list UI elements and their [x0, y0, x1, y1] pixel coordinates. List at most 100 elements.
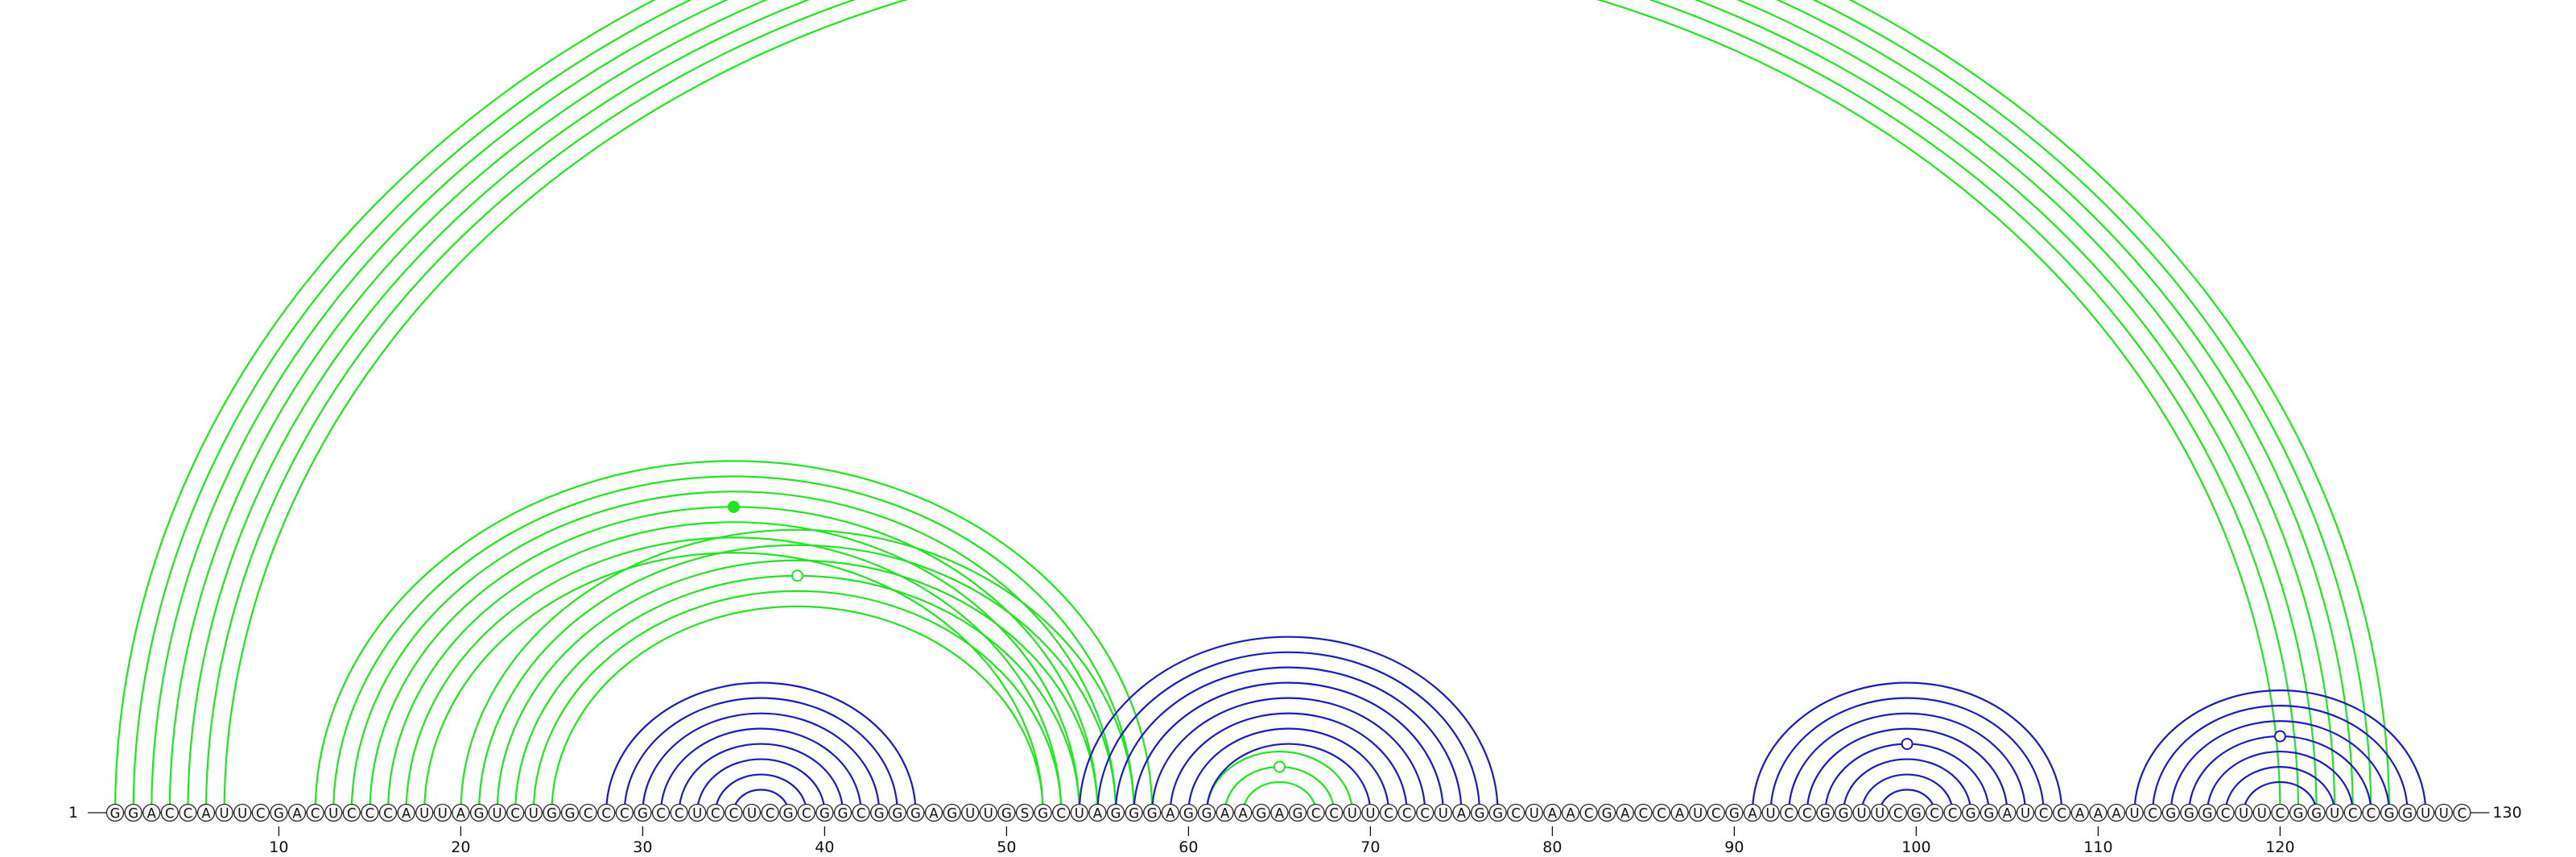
nucleotide-circle — [1962, 803, 1980, 822]
nucleotide-circle — [270, 803, 288, 822]
nucleotide-letter: A — [402, 806, 411, 822]
nucleotide: G — [560, 803, 580, 822]
helix-marker — [1273, 760, 1286, 773]
nucleotide-letter: U — [328, 806, 338, 822]
nucleotide-letter: A — [929, 806, 939, 822]
nucleotide-circle — [615, 803, 634, 822]
nucleotide-letter: U — [1857, 806, 1867, 822]
base-pair-arc — [1096, 651, 1481, 814]
nucleotide: G — [1488, 803, 1507, 822]
nucleotide-letter: U — [2421, 806, 2430, 822]
nucleotide-circle — [2307, 803, 2326, 822]
nucleotide: A — [1743, 803, 1762, 822]
nucleotide-circle — [433, 803, 452, 822]
nucleotide-letter: C — [510, 806, 520, 822]
nucleotide: C — [1507, 803, 1525, 822]
nucleotide-circle — [1616, 803, 1634, 822]
nucleotide: C — [306, 803, 324, 822]
nucleotide-letter: C — [2057, 806, 2066, 822]
nucleotide-circle — [706, 803, 724, 822]
base-pair-arc — [187, 0, 2318, 814]
nucleotide-circle — [2398, 803, 2417, 822]
base-pair-arc — [332, 475, 1135, 814]
nucleotide-circle — [1379, 803, 1398, 822]
nucleotide-letter: C — [857, 806, 866, 822]
nucleotide-letter: G — [110, 806, 121, 822]
nucleotide: G — [888, 803, 906, 822]
nucleotide-letter: U — [965, 806, 975, 822]
nucleotide-letter: C — [1311, 806, 1321, 822]
nucleotide-circle — [651, 803, 671, 822]
nucleotide-circle — [179, 803, 197, 822]
nucleotide-circle — [997, 803, 1016, 822]
tick-label: 110 — [2083, 838, 2112, 856]
nucleotide: C — [1579, 803, 1598, 822]
nucleotide-letter: A — [292, 806, 302, 822]
nucleotide-circle — [797, 803, 815, 822]
nucleotide-letter: C — [1584, 806, 1594, 822]
nucleotide-circle — [306, 803, 324, 822]
nucleotide-letter: G — [1475, 806, 1485, 822]
nucleotide-letter: C — [1402, 806, 1412, 822]
base-pair-arc — [477, 544, 1117, 814]
tick-label: 100 — [1901, 838, 1930, 856]
nucleotide-letter: C — [1639, 806, 1649, 822]
nucleotide-letter: C — [2221, 806, 2231, 822]
nucleotide-letter: U — [2257, 806, 2267, 822]
nucleotide-circle — [2016, 803, 2035, 822]
nucleotide: G — [1907, 803, 1926, 822]
base-pair-arc — [659, 727, 862, 814]
nucleotide-circle — [1088, 803, 1107, 822]
nucleotide-letter: U — [493, 806, 502, 822]
tick-label: 10 — [269, 838, 288, 856]
nucleotide-letter: G — [1256, 806, 1266, 822]
nucleotide-circle — [1689, 803, 1707, 822]
nucleotide: U — [1434, 803, 1452, 822]
nucleotide-circle — [469, 803, 489, 822]
helix-markers — [727, 500, 2286, 773]
nucleotide-letter: G — [2384, 806, 2395, 822]
nucleotide: G — [543, 803, 561, 822]
nucleotide: G — [1598, 803, 1616, 822]
nucleotide: A — [287, 803, 307, 822]
nucleotide-letter: U — [2330, 806, 2339, 822]
nucleotide: G — [469, 803, 489, 822]
nucleotide-circle — [560, 803, 580, 822]
nucleotide-letter: C — [311, 806, 320, 822]
nucleotide-letter: U — [2021, 806, 2030, 822]
nucleotide-circle — [1780, 803, 1798, 822]
nucleotide-letter: A — [1239, 806, 1249, 822]
nucleotide-letter: S — [1021, 806, 1029, 822]
nucleotide-letter: G — [1492, 806, 1503, 822]
nucleotide-circle — [870, 803, 889, 822]
nucleotide: A — [1216, 803, 1234, 822]
nucleotide: C — [1925, 803, 1944, 822]
nucleotide-circle — [2453, 803, 2471, 822]
nucleotide: A — [1616, 803, 1634, 822]
nucleotide-circle — [506, 803, 525, 822]
base-pair-arc — [314, 460, 1154, 814]
base-pair-arc — [460, 528, 1135, 814]
helix-marker — [727, 500, 740, 513]
nucleotide-letter: C — [2367, 806, 2376, 822]
nucleotide-circle — [1270, 803, 1289, 822]
nucleotide: C — [1397, 803, 1416, 822]
nucleotide: G — [1125, 803, 1143, 822]
nucleotide: G — [1106, 803, 1125, 822]
nucleotide: G — [1034, 803, 1052, 822]
nucleotide-letter: C — [1657, 806, 1666, 822]
nucleotide-letter: C — [1802, 806, 1812, 822]
base-pair-arc — [2243, 780, 2318, 814]
base-pair-arc — [642, 712, 881, 814]
nucleotide-letter: U — [438, 806, 448, 822]
nucleotide-circle — [2362, 803, 2380, 822]
nucleotide-circle — [1834, 803, 1853, 822]
nucleotide-letter: G — [1820, 806, 1831, 822]
nucleotide-circle — [852, 803, 870, 822]
base-pair-arc — [605, 681, 917, 814]
nucleotide: U — [961, 803, 980, 822]
nucleotide-circle — [742, 803, 762, 822]
nucleotide-letter: G — [128, 806, 138, 822]
nucleotide-circle — [105, 803, 125, 822]
nucleotide-circle — [724, 803, 743, 822]
